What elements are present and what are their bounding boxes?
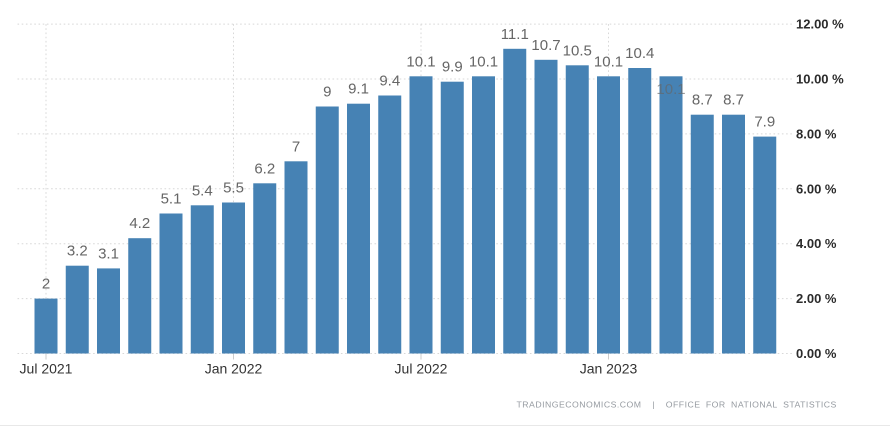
svg-text:9.1: 9.1: [348, 81, 369, 98]
svg-text:2: 2: [42, 276, 50, 293]
svg-text:5.5: 5.5: [223, 180, 244, 197]
svg-text:8.7: 8.7: [692, 92, 713, 109]
svg-text:10.1: 10.1: [469, 53, 498, 70]
svg-text:7: 7: [292, 138, 300, 155]
svg-text:8.7: 8.7: [723, 92, 744, 109]
svg-text:7.9: 7.9: [754, 114, 775, 131]
svg-text:Jul 2021: Jul 2021: [20, 361, 73, 377]
svg-text:Jul 2022: Jul 2022: [395, 361, 448, 377]
svg-text:12.00 %: 12.00 %: [796, 17, 844, 32]
svg-text:10.00 %: 10.00 %: [796, 72, 844, 87]
svg-text:3.2: 3.2: [67, 243, 88, 260]
svg-text:5.4: 5.4: [192, 182, 213, 199]
svg-text:TRADINGECONOMICS.COM | OFFIC: TRADINGECONOMICS.COM | OFFICE FOR NATION…: [517, 399, 837, 409]
svg-text:Jan 2022: Jan 2022: [205, 361, 263, 377]
svg-text:2.00 %: 2.00 %: [796, 291, 837, 306]
svg-text:5.1: 5.1: [161, 191, 182, 208]
svg-text:10.7: 10.7: [531, 37, 560, 54]
svg-text:9.4: 9.4: [379, 73, 400, 90]
svg-text:10.1: 10.1: [656, 81, 685, 98]
svg-text:10.5: 10.5: [563, 42, 592, 59]
svg-text:4.00 %: 4.00 %: [796, 236, 837, 251]
svg-text:11.1: 11.1: [501, 26, 529, 43]
svg-text:Jan 2023: Jan 2023: [580, 361, 638, 377]
svg-text:6.2: 6.2: [254, 160, 275, 177]
svg-text:10.1: 10.1: [594, 53, 623, 70]
svg-text:3.1: 3.1: [98, 245, 119, 262]
svg-text:0.00 %: 0.00 %: [796, 346, 837, 361]
svg-text:6.00 %: 6.00 %: [796, 181, 837, 196]
svg-text:4.2: 4.2: [129, 215, 150, 232]
svg-text:8.00 %: 8.00 %: [796, 126, 837, 141]
svg-text:10.1: 10.1: [406, 53, 435, 70]
svg-text:9: 9: [323, 84, 331, 101]
svg-text:10.4: 10.4: [625, 45, 654, 62]
svg-text:9.9: 9.9: [442, 59, 463, 76]
